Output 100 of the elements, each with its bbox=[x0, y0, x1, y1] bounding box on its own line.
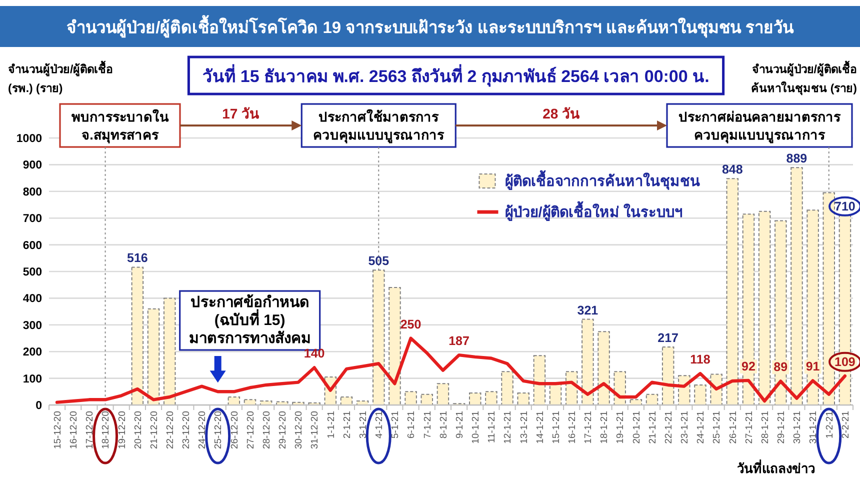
bar bbox=[372, 270, 385, 406]
x-tick-label: 26-12-20 bbox=[229, 411, 240, 450]
x-tick-label: 16-1-21 bbox=[567, 411, 578, 444]
data-label: 217 bbox=[658, 331, 679, 346]
data-label: 118 bbox=[690, 352, 710, 366]
y-tick-label: 800 bbox=[22, 186, 42, 198]
x-axis-title: วันที่แถลงข่าว bbox=[737, 459, 815, 476]
y-tick-label: 1000 bbox=[16, 133, 42, 145]
text: 17 วัน bbox=[222, 106, 260, 122]
x-tick-label: 21-1-21 bbox=[647, 411, 658, 444]
bar bbox=[244, 399, 256, 406]
x-tick-label: 7-1-21 bbox=[422, 411, 434, 438]
bar bbox=[388, 287, 401, 406]
chart-title: จำนวนผู้ป่วย/ผู้ติดเชื้อใหม่โรคโควิด 19 จากระบบเฝ้าระวัง และระบบบริการฯ และค้นหาในชุมชน รายวัน bbox=[66, 15, 794, 39]
x-tick-label: 27-1-21 bbox=[744, 411, 755, 444]
x-tick-label: 30-1-21 bbox=[792, 411, 804, 444]
x-tick-label: 24-1-21 bbox=[696, 411, 707, 444]
x-tick-label: 4-1-21 bbox=[374, 411, 386, 438]
bar bbox=[774, 220, 787, 406]
x-tick-label: 17-1-21 bbox=[583, 411, 594, 444]
bar bbox=[436, 383, 450, 406]
data-label: 89 bbox=[774, 360, 788, 374]
x-tick-label: 28-1-21 bbox=[760, 411, 771, 444]
data-label: 140 bbox=[304, 346, 325, 361]
data-label: 505 bbox=[368, 254, 390, 268]
x-tick-label: 2-2-21 bbox=[840, 411, 852, 438]
x-tick-label: 18-12-20 bbox=[100, 411, 112, 450]
y-tick-label: 400 bbox=[22, 293, 42, 306]
data-label: 109 bbox=[834, 354, 856, 369]
x-tick-label: 28-12-20 bbox=[261, 411, 272, 450]
y-axis-title: จำนวนผู้ป่วย/ผู้ติดเชื้อ (รพ.) (ราย) bbox=[8, 60, 114, 95]
data-label: 187 bbox=[448, 334, 470, 348]
bar bbox=[420, 394, 434, 406]
x-tick-label: 15-1-21 bbox=[550, 411, 562, 444]
annotation: ประกาศข้อกำหนด (ฉบับที่ 15) มาตรการทางสังคม bbox=[188, 294, 311, 347]
x-tick-label: 16-12-20 bbox=[68, 411, 80, 450]
data-label: 92 bbox=[742, 359, 756, 374]
chart-subtitle: วันที่ 15 ธันวาคม พ.ศ. 2563 ถึงวันที่ 2 กุมภาพันธ์ 2564 เวลา 00:00 น. bbox=[202, 64, 710, 87]
data-label: 889 bbox=[786, 152, 808, 166]
x-tick-label: 19-1-21 bbox=[615, 411, 626, 444]
data-label: 516 bbox=[127, 251, 148, 266]
y-tick-label: 900 bbox=[22, 160, 42, 172]
bar bbox=[501, 371, 514, 406]
ref-line-label: ประกาศผ่อนคลายมาตรการ ควบคุมแบบบูรณาการ bbox=[678, 110, 842, 144]
bar bbox=[340, 396, 353, 406]
y-tick-label: 600 bbox=[22, 240, 42, 252]
x-tick-label: 17-12-20 bbox=[84, 411, 96, 450]
y-tick-label: 100 bbox=[22, 373, 42, 386]
x-tick-label: 3-1-21 bbox=[358, 411, 369, 438]
y-tick-label: 500 bbox=[22, 266, 42, 278]
x-tick-label: 6-1-21 bbox=[406, 411, 418, 438]
y-tick-label: 700 bbox=[22, 213, 42, 226]
data-label: 321 bbox=[577, 303, 598, 318]
y-tick-label: 200 bbox=[22, 346, 42, 359]
x-tick-label: 25-1-21 bbox=[712, 411, 723, 444]
x-tick-label: 31-1-21 bbox=[808, 411, 820, 444]
x-tick-label: 18-1-21 bbox=[599, 411, 610, 444]
x-tick-label: 2-1-21 bbox=[342, 411, 353, 438]
bar bbox=[630, 399, 642, 406]
x-tick-label: 21-12-20 bbox=[148, 411, 160, 450]
x-tick-label: 24-12-20 bbox=[197, 411, 208, 450]
text: จำนวนผู้ป่วย/ผู้ติดเชื้อ ค้นหาในชุมชน (ราย) bbox=[751, 60, 858, 96]
x-tick-label: 22-12-20 bbox=[165, 411, 176, 450]
x-tick-label: 11-1-21 bbox=[486, 411, 498, 444]
bar bbox=[806, 210, 819, 406]
x-tick-label: 26-1-21 bbox=[728, 411, 739, 444]
x-tick-label: 13-1-21 bbox=[518, 411, 530, 444]
data-label: 91 bbox=[806, 360, 820, 374]
bar bbox=[147, 308, 160, 406]
x-tick-label: 15-12-20 bbox=[52, 411, 64, 450]
bar bbox=[646, 394, 658, 406]
x-tick-label: 31-12-20 bbox=[310, 411, 321, 450]
legend-label: ผู้ติดเชื้อจากการค้นหาในชุมชน bbox=[505, 170, 700, 190]
data-label: 250 bbox=[400, 317, 422, 332]
bar bbox=[485, 391, 498, 406]
x-tick-label: 8-1-21 bbox=[438, 411, 450, 438]
x-tick-label: 23-12-20 bbox=[181, 411, 192, 450]
x-tick-label: 25-12-20 bbox=[213, 411, 224, 450]
bar bbox=[163, 298, 176, 406]
data-label: 710 bbox=[834, 199, 856, 214]
ref-line-label: พบการระบาดใน จ.สมุทรสาคร bbox=[72, 108, 170, 144]
x-tick-label: 23-1-21 bbox=[680, 411, 691, 444]
x-tick-label: 20-12-20 bbox=[132, 411, 144, 450]
x-tick-label: 10-1-21 bbox=[470, 411, 482, 444]
bar bbox=[598, 331, 610, 406]
bar bbox=[582, 318, 594, 406]
x-tick-label: 27-12-20 bbox=[245, 411, 256, 450]
bar bbox=[533, 355, 546, 406]
legend-label: ผู้ป่วย/ผู้ติดเชื้อใหม่ ในระบบฯ bbox=[505, 201, 682, 221]
x-tick-label: 12-1-21 bbox=[502, 411, 514, 444]
y-tick-label: 300 bbox=[22, 320, 42, 332]
bar bbox=[517, 392, 530, 406]
bar bbox=[468, 392, 482, 406]
x-tick-label: 9-1-21 bbox=[454, 411, 466, 438]
x-tick-label: 19-12-20 bbox=[116, 411, 128, 450]
bar bbox=[662, 346, 674, 406]
y-tick-label: 0 bbox=[36, 400, 42, 412]
bar bbox=[228, 396, 240, 406]
x-tick-label: 20-1-21 bbox=[631, 411, 642, 444]
x-tick-label: 5-1-21 bbox=[390, 411, 402, 438]
